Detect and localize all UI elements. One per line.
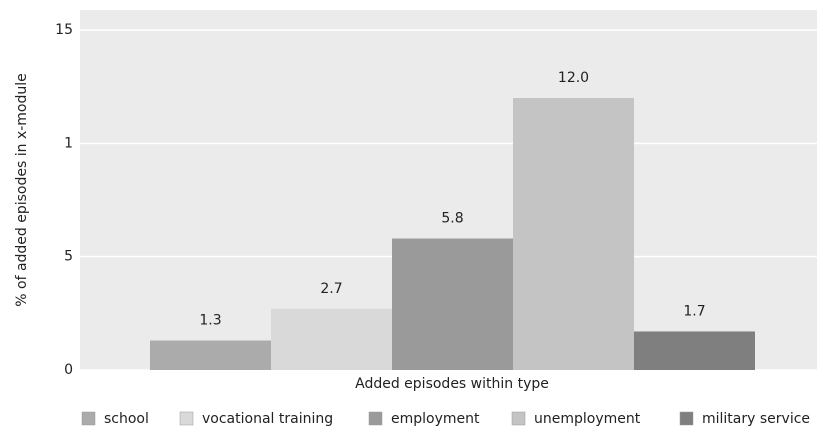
value-label: 1.3 <box>199 313 221 329</box>
legend-swatch <box>679 411 694 426</box>
legend-label: vocational training <box>202 411 333 427</box>
legend-swatch <box>511 411 526 426</box>
legend-swatch <box>179 411 194 426</box>
bar <box>634 331 755 370</box>
y-tick-label: 5 <box>64 249 73 265</box>
legend-label: school <box>104 411 149 427</box>
value-label: 12.0 <box>558 70 589 86</box>
bar <box>271 308 392 370</box>
bar <box>150 340 271 370</box>
value-label: 1.7 <box>683 303 705 319</box>
legend-label: military service <box>702 411 810 427</box>
value-label: 5.8 <box>441 211 463 227</box>
legend-label: unemployment <box>534 411 641 427</box>
y-axis-label: % of added episodes in x-module <box>14 73 30 307</box>
value-label: 2.7 <box>320 281 342 297</box>
y-tick-label: 0 <box>64 362 73 378</box>
y-tick-label: 1 <box>64 135 73 151</box>
legend-label: employment <box>391 411 480 427</box>
legend-swatch <box>81 411 96 426</box>
x-axis-label: Added episodes within type <box>355 376 549 392</box>
bar <box>392 238 513 370</box>
bar <box>513 98 634 370</box>
y-tick-label: 15 <box>55 22 73 38</box>
legend-swatch <box>368 411 383 426</box>
